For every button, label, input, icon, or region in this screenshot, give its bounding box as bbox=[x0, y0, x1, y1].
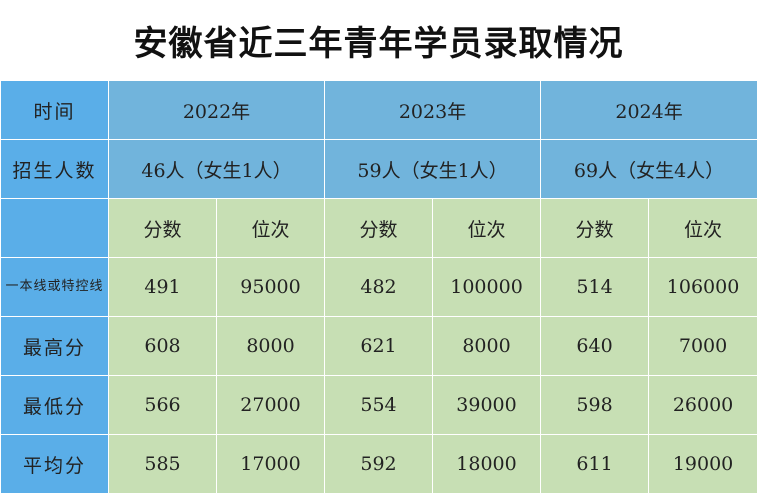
average-score-2024: 611 bbox=[540, 434, 650, 494]
lowest-label: 最低分 bbox=[0, 375, 109, 435]
year-2023: 2023年 bbox=[324, 80, 542, 140]
line-score-2024: 514 bbox=[540, 257, 650, 317]
line-rank-2022: 95000 bbox=[215, 257, 326, 317]
average-label: 平均分 bbox=[0, 434, 109, 494]
year-2022: 2022年 bbox=[107, 80, 326, 140]
average-rank-2024: 19000 bbox=[648, 434, 757, 494]
line-score-2022: 491 bbox=[108, 257, 217, 317]
highest-rank-2022: 8000 bbox=[215, 316, 326, 376]
table-row-line: 一本线或特控线 491 95000 482 100000 514 106000 bbox=[0, 257, 757, 317]
recruits-label: 招生人数 bbox=[0, 139, 109, 199]
rank-header-2024: 位次 bbox=[648, 198, 757, 258]
highest-rank-2024: 7000 bbox=[648, 316, 757, 376]
admission-table: 时间 2022年 2023年 2024年 招生人数 46人（女生1人） 59人（… bbox=[0, 80, 757, 494]
score-header-2023: 分数 bbox=[324, 198, 434, 258]
table-row-lowest: 最低分 566 27000 554 39000 598 26000 bbox=[0, 375, 757, 435]
lowest-rank-2022: 27000 bbox=[215, 375, 326, 435]
score-header-2024: 分数 bbox=[540, 198, 650, 258]
year-row: 时间 2022年 2023年 2024年 bbox=[0, 80, 757, 140]
average-score-2022: 585 bbox=[108, 434, 217, 494]
line-rank-2023: 100000 bbox=[432, 257, 542, 317]
recruits-2023: 59人（女生1人） bbox=[324, 139, 542, 199]
lowest-score-2022: 566 bbox=[108, 375, 217, 435]
recruits-row: 招生人数 46人（女生1人） 59人（女生1人） 69人（女生4人） bbox=[0, 139, 757, 199]
line-rank-2024: 106000 bbox=[648, 257, 757, 317]
highest-score-2024: 640 bbox=[540, 316, 650, 376]
line-label: 一本线或特控线 bbox=[0, 257, 109, 317]
year-2024: 2024年 bbox=[540, 80, 757, 140]
subheader-corner bbox=[0, 198, 109, 258]
table-row-average: 平均分 585 17000 592 18000 611 19000 bbox=[0, 434, 757, 494]
rank-header-2022: 位次 bbox=[215, 198, 326, 258]
average-rank-2022: 17000 bbox=[215, 434, 326, 494]
recruits-2024: 69人（女生4人） bbox=[540, 139, 757, 199]
lowest-score-2024: 598 bbox=[540, 375, 650, 435]
subheader-row: 分数 位次 分数 位次 分数 位次 bbox=[0, 198, 757, 258]
rank-header-2023: 位次 bbox=[432, 198, 542, 258]
average-score-2023: 592 bbox=[324, 434, 434, 494]
recruits-2022: 46人（女生1人） bbox=[107, 139, 326, 199]
time-label: 时间 bbox=[0, 80, 109, 140]
page-title: 安徽省近三年青年学员录取情况 bbox=[133, 23, 624, 64]
highest-rank-2023: 8000 bbox=[432, 316, 542, 376]
average-rank-2023: 18000 bbox=[432, 434, 542, 494]
lowest-score-2023: 554 bbox=[324, 375, 434, 435]
table-row-highest: 最高分 608 8000 621 8000 640 7000 bbox=[0, 316, 757, 376]
score-header-2022: 分数 bbox=[108, 198, 217, 258]
line-score-2023: 482 bbox=[324, 257, 434, 317]
lowest-rank-2024: 26000 bbox=[648, 375, 757, 435]
highest-label: 最高分 bbox=[0, 316, 109, 376]
lowest-rank-2023: 39000 bbox=[432, 375, 542, 435]
highest-score-2023: 621 bbox=[324, 316, 434, 376]
highest-score-2022: 608 bbox=[108, 316, 217, 376]
